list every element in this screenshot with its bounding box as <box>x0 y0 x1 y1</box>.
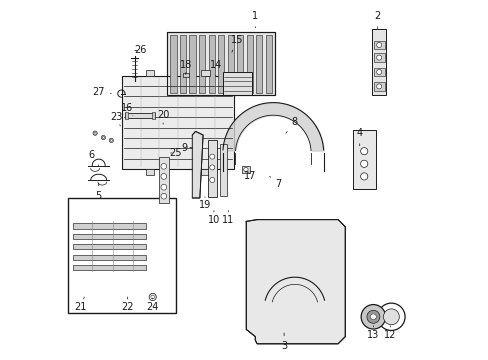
Circle shape <box>149 293 156 301</box>
Bar <box>180 35 186 93</box>
Text: 26: 26 <box>134 45 146 55</box>
Text: 15: 15 <box>231 35 243 52</box>
Circle shape <box>376 55 381 60</box>
Circle shape <box>161 163 166 169</box>
Circle shape <box>93 131 97 135</box>
Circle shape <box>161 174 166 179</box>
Circle shape <box>110 139 112 141</box>
Text: 24: 24 <box>146 298 159 312</box>
Bar <box>73 265 145 270</box>
Bar <box>227 35 233 93</box>
Polygon shape <box>246 220 345 344</box>
Circle shape <box>370 314 375 320</box>
Text: 10: 10 <box>207 211 220 225</box>
Circle shape <box>360 173 367 180</box>
Bar <box>73 234 145 239</box>
Circle shape <box>102 136 104 139</box>
Bar <box>152 112 155 119</box>
Circle shape <box>161 184 166 190</box>
Circle shape <box>244 167 247 172</box>
Bar <box>237 35 243 93</box>
Circle shape <box>361 305 385 329</box>
Text: 20: 20 <box>157 110 169 124</box>
Text: 1: 1 <box>252 11 258 28</box>
Text: 25: 25 <box>168 148 181 158</box>
Text: 11: 11 <box>222 211 234 225</box>
Text: 8: 8 <box>285 117 297 133</box>
Bar <box>246 35 252 93</box>
Circle shape <box>376 69 381 75</box>
Text: 14: 14 <box>209 60 222 76</box>
Bar <box>125 113 155 118</box>
Circle shape <box>109 138 113 143</box>
Bar <box>373 82 384 91</box>
Bar <box>189 35 195 93</box>
Circle shape <box>151 295 154 299</box>
Circle shape <box>161 193 166 199</box>
Bar <box>73 224 145 229</box>
Text: 4: 4 <box>356 128 362 146</box>
Bar <box>145 70 154 76</box>
Text: 22: 22 <box>121 297 134 312</box>
Text: 5: 5 <box>95 184 102 201</box>
Circle shape <box>377 303 404 330</box>
Circle shape <box>94 132 96 134</box>
Bar <box>145 169 154 175</box>
Bar <box>167 32 275 95</box>
Bar <box>218 35 224 93</box>
Bar <box>208 35 214 93</box>
Bar <box>242 166 249 173</box>
Circle shape <box>101 135 105 140</box>
Circle shape <box>209 154 214 159</box>
Text: 3: 3 <box>281 333 286 351</box>
Bar <box>73 255 145 260</box>
Bar <box>223 72 251 95</box>
Bar <box>201 70 210 76</box>
Circle shape <box>383 309 399 325</box>
Text: 9: 9 <box>181 143 192 153</box>
Bar <box>201 169 210 175</box>
Bar <box>122 76 233 169</box>
Text: 21: 21 <box>74 297 87 312</box>
Bar <box>159 157 168 203</box>
Text: 27: 27 <box>92 87 111 97</box>
Bar <box>170 35 176 93</box>
Text: 13: 13 <box>366 326 379 340</box>
Bar <box>68 198 176 313</box>
Bar <box>256 35 262 93</box>
Text: 17: 17 <box>243 171 256 181</box>
Circle shape <box>209 165 214 170</box>
Text: 18: 18 <box>179 60 192 75</box>
Bar <box>373 41 384 49</box>
Text: 2: 2 <box>374 11 380 29</box>
Bar <box>199 35 205 93</box>
Text: 19: 19 <box>198 197 211 210</box>
Circle shape <box>209 177 214 183</box>
Bar <box>352 130 375 189</box>
Circle shape <box>376 84 381 89</box>
Circle shape <box>360 148 367 155</box>
Circle shape <box>376 42 381 48</box>
Bar <box>182 73 189 77</box>
Circle shape <box>366 310 379 323</box>
Text: 16: 16 <box>121 103 133 116</box>
Circle shape <box>360 160 367 167</box>
Bar <box>167 32 275 95</box>
Text: 7: 7 <box>269 176 281 189</box>
Bar <box>207 140 216 197</box>
Bar <box>73 244 145 249</box>
Text: 12: 12 <box>384 326 396 340</box>
Bar <box>373 68 384 76</box>
Bar <box>373 53 384 62</box>
Bar <box>125 112 127 119</box>
Text: 6: 6 <box>88 150 99 166</box>
Text: 23: 23 <box>110 112 122 126</box>
Bar <box>220 144 226 196</box>
Bar <box>371 29 385 95</box>
Bar <box>265 35 271 93</box>
Polygon shape <box>192 131 203 198</box>
